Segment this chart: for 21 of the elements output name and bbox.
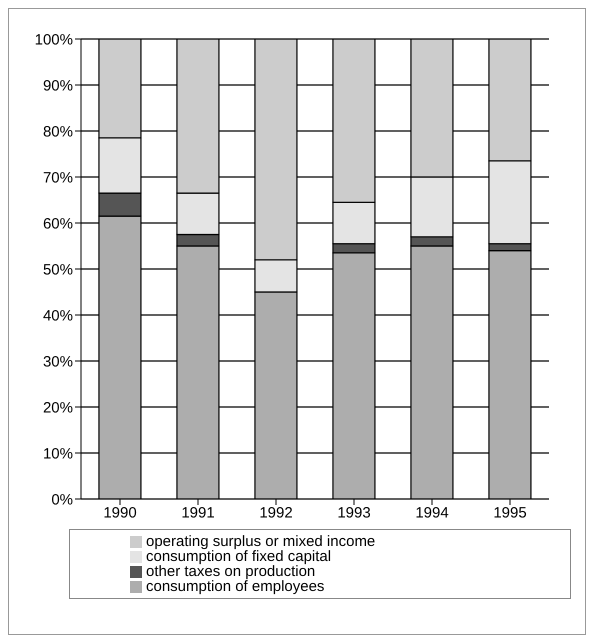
- y-tick-label: 70%: [42, 169, 73, 186]
- x-tick-label: 1993: [337, 504, 371, 522]
- legend-label: operating surplus or mixed income: [146, 533, 376, 550]
- legend-label: other taxes on production: [146, 563, 316, 580]
- y-tick-label: 100%: [34, 31, 73, 48]
- legend-label: consumption of fixed capital: [146, 548, 332, 565]
- y-tick-label: 20%: [42, 399, 73, 416]
- y-tick-label: 0%: [51, 491, 73, 508]
- x-tick-label: 1992: [259, 504, 293, 522]
- y-tick-label: 50%: [42, 261, 73, 278]
- legend-label: consumption of employees: [146, 578, 324, 595]
- y-tick-label: 10%: [42, 445, 73, 462]
- y-tick-label: 90%: [42, 77, 73, 94]
- y-tick-label: 60%: [42, 215, 73, 232]
- y-tick-label: 30%: [42, 353, 73, 370]
- x-tick-label: 1990: [103, 504, 137, 522]
- y-tick-label: 80%: [42, 123, 73, 140]
- x-tick-label: 1994: [415, 504, 449, 522]
- x-tick-label: 1991: [181, 504, 215, 522]
- x-tick-label: 1995: [493, 504, 527, 522]
- y-tick-label: 40%: [42, 307, 73, 324]
